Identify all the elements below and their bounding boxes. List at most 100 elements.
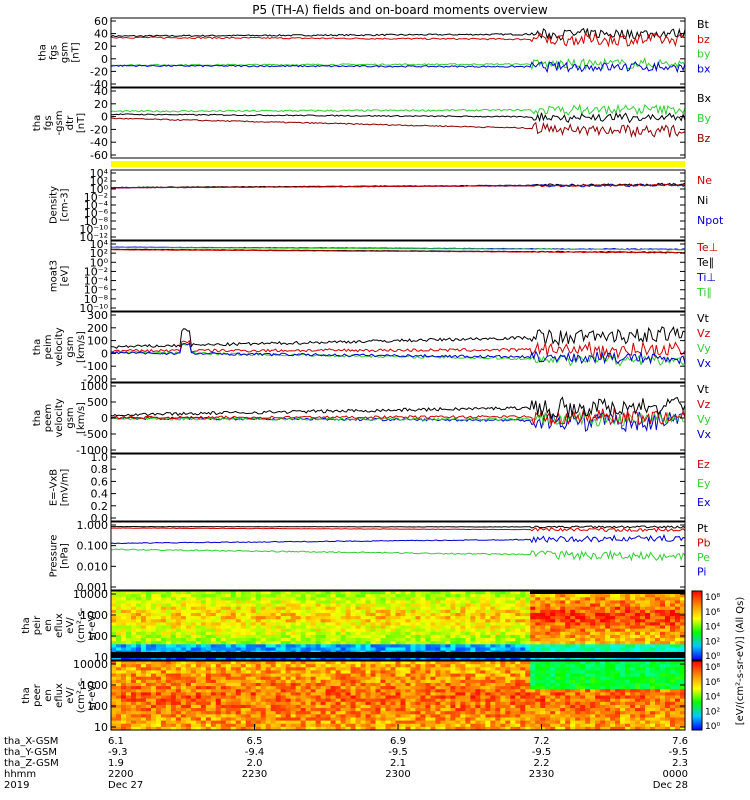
ytick-label: 40	[94, 85, 108, 98]
ytick-label: -40	[90, 78, 108, 91]
legend-label: Te∥	[696, 256, 714, 269]
ylabel-line: en	[43, 619, 54, 632]
ylabel-line: peem	[43, 404, 54, 432]
ylabel-line: en	[43, 689, 54, 702]
series-1-1	[110, 111, 686, 124]
legend-label: Ne	[697, 174, 712, 187]
ylabel-line: Pressure	[49, 535, 60, 578]
xaxis-value: 2330	[529, 769, 554, 780]
series-4-3	[110, 342, 686, 365]
ytick-label: 10⁻⁶	[84, 284, 109, 297]
xaxis-value: 2.2	[534, 758, 550, 769]
ylabel-line: (cm²-s-	[76, 677, 87, 713]
series-3-1	[111, 246, 686, 251]
ylabel-line: sr-eV)	[87, 681, 98, 710]
xaxis-value: 2.3	[672, 758, 688, 769]
ytick-label: 10⁻¹⁰	[79, 302, 108, 315]
ytick-label: 300	[87, 309, 108, 322]
ytick-label: 10000	[73, 658, 108, 671]
ytick-label: 10²	[90, 175, 108, 188]
series-7-1	[110, 527, 686, 533]
ylabel-line: [nT]	[71, 42, 82, 62]
ytick-label: 500	[87, 396, 108, 409]
xaxis-value: 7.6	[672, 736, 688, 747]
ylabel-line: [cm-3]	[60, 188, 71, 221]
xaxis-value: -9.4	[245, 747, 265, 758]
ylabel-line: peer	[32, 683, 43, 707]
xaxis-row-label: hhmm	[4, 769, 36, 780]
xaxis-value: -9.3	[108, 747, 128, 758]
colorbar-tick: 10⁰	[705, 652, 720, 662]
xaxis-value: -9.5	[532, 747, 552, 758]
legend-label: bz	[697, 33, 710, 46]
legend-label: Vy	[697, 413, 711, 426]
legend-label: Vz	[697, 327, 711, 340]
xaxis-value: 2.1	[390, 758, 406, 769]
series-1-0	[110, 103, 686, 116]
panel-9: 10000 1000 100 10 tha peir en eflux eV/(cm²-s-sr…	[21, 588, 686, 664]
time-axis: tha_X-GSMtha_Y-GSMtha_Z-GSMhhmm20196.1-9…	[4, 724, 688, 791]
panel-6: 1000 500 0 -500 -1000 tha peem velocity gsm [km/s…	[32, 380, 712, 457]
ytick-label: 0.2	[91, 500, 109, 513]
legend-label: By	[697, 112, 712, 125]
ytick-label: 10000	[73, 588, 108, 601]
ylabel-line: eV/	[65, 617, 76, 634]
legend-label: Vt	[697, 312, 710, 325]
ylabel-line: tha	[32, 339, 43, 355]
ytick-label: 10⁻⁸	[84, 293, 109, 306]
ytick-label: 1000	[80, 609, 108, 622]
spectrogram-1	[111, 591, 686, 661]
colorbar-strip	[691, 590, 703, 661]
ylabel-line: tha	[32, 410, 43, 426]
xaxis-value: 6.9	[390, 736, 406, 747]
ylabel-line: eV/	[65, 687, 76, 704]
colorbar-tick: 10⁶	[705, 678, 720, 688]
ytick-label: 20	[94, 98, 108, 111]
xaxis-value: Dec 28	[653, 780, 688, 791]
ytick-label: 10	[94, 721, 108, 734]
ylabel-line: tha	[21, 687, 32, 703]
legend-label: Bz	[697, 132, 711, 145]
ytick-label: 10⁻¹²	[79, 231, 108, 244]
ylabel-line: tha	[38, 44, 49, 60]
ylabel-line: velocity	[54, 398, 65, 437]
colorbar-tick: 10⁴	[705, 693, 720, 703]
xaxis-value: 6.5	[247, 736, 263, 747]
ytick-label: 0	[101, 412, 108, 425]
data-availability-bar	[111, 161, 685, 167]
ylabel-line: [nT]	[76, 113, 87, 133]
ytick-label: 10⁻²	[84, 265, 108, 278]
ytick-label: 10⁻⁴	[84, 275, 109, 288]
colorbar-tick: 10⁸	[705, 593, 720, 603]
ylabel-line: [nPa]	[60, 543, 71, 569]
spectrogram-2	[111, 661, 686, 731]
ytick-label: 0.001	[77, 581, 109, 594]
xaxis-row-label: tha_Y-GSM	[4, 747, 57, 758]
ylabel-line: gsm	[65, 336, 76, 357]
series-7-3	[110, 548, 686, 562]
ytick-label: 0.4	[91, 488, 109, 501]
ytick-label: 0.6	[91, 475, 109, 488]
ylabel-line: [km/s]	[76, 331, 87, 363]
xaxis-value: 2230	[242, 769, 267, 780]
series-7-0	[110, 525, 686, 529]
ytick-label: -20	[90, 65, 108, 78]
ylabel-line: fgs	[49, 45, 60, 60]
ylabel-line: gsm	[60, 42, 71, 63]
ytick-label: -40	[90, 136, 108, 149]
ytick-label: -200	[83, 373, 108, 386]
colorbar-strip	[691, 660, 703, 731]
series-0-1	[110, 30, 686, 48]
legend-label: Ti∥	[696, 286, 712, 299]
legend-label: Ey	[697, 477, 711, 490]
ytick-label: 40	[94, 28, 108, 41]
ytick-label: 10	[94, 651, 108, 664]
xaxis-row-label: 2019	[4, 780, 29, 791]
series-5-3	[110, 396, 686, 420]
ytick-label: 10⁴	[90, 238, 109, 251]
